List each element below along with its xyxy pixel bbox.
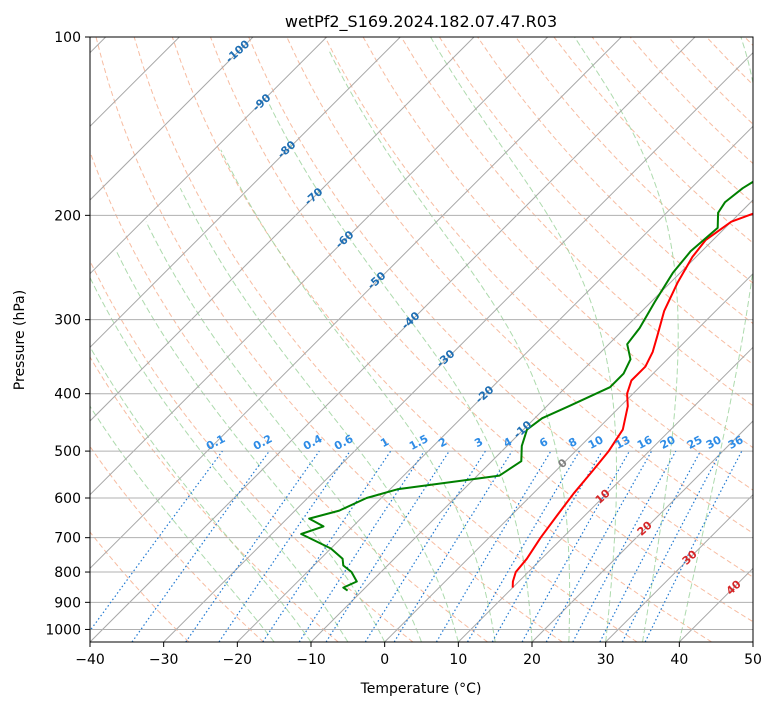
isotherm-line [90,37,475,422]
y-tick-label: 400 [54,387,81,403]
dewpoint-profile-line [300,180,753,592]
mixing-ratio-label: 16 [635,433,655,452]
mixing-ratio-line [644,450,743,642]
x-tick-label: 0 [380,652,389,668]
isotherm-line [752,641,753,642]
mixing-ratio-label: 36 [726,433,746,452]
isotherm-line [531,420,753,642]
dry-adiabat-line [90,150,488,642]
dry-adiabat-line [248,37,753,578]
dry-adiabat-line [90,531,190,642]
mixing-ratio-line [545,450,653,642]
x-tick-label: 20 [523,652,541,668]
moist-adiabat-line [90,405,275,642]
isotherm-line [90,37,401,349]
y-tick-label: 900 [54,595,81,611]
y-tick-label: 600 [54,491,81,507]
dry-adiabat-line [90,445,264,642]
isotherm-line [90,37,254,201]
y-axis: 100 200 300 400 500 600 700 800 900 1000 [45,30,90,638]
x-axis-title: Temperature (°C) [360,681,482,697]
moist-adiabat-line [678,37,753,642]
mixing-ratio-line [185,450,320,642]
series-layer [300,180,753,592]
chart-title: wetPf2_S169.2024.182.07.47.R03 [285,12,557,32]
mixing-ratio-line [521,450,631,642]
moist-adiabat-line [430,37,617,642]
y-tick-label: 700 [54,531,81,547]
moist-adiabat-line [90,277,349,642]
mixing-ratio-line [262,450,392,642]
moist-adiabat-line [574,37,679,642]
y-tick-label: 100 [54,30,81,46]
x-tick-label: 40 [670,652,688,668]
mixing-ratio-line [572,450,677,642]
mixing-ratio-line [131,450,270,642]
y-tick-label: 800 [54,565,81,581]
x-tick-label: 10 [449,652,467,668]
moist-adiabat-line [179,187,459,642]
isotherm-line [384,272,753,642]
x-tick-label: 30 [597,652,615,668]
dry-adiabat-line [95,37,563,642]
mixing-ratio-line [393,450,513,642]
moist-adiabat-line [115,251,386,642]
dry-adiabat-line [400,37,753,407]
isotherm-line [163,51,753,642]
isotherm-line [90,37,622,570]
dry-adiabat-line [438,37,753,366]
mixing-ratio-label: 25 [685,433,705,452]
mixing-ratio-line [325,450,450,642]
moist-adiabat-line [328,49,571,642]
x-tick-label: −20 [223,652,253,668]
dry-adiabat-line [210,37,753,623]
y-tick-label: 200 [54,208,81,224]
x-axis: −40 −30 −20 −10 0 10 20 30 40 50 [75,642,762,668]
isotherm-line [90,37,549,496]
dry-adiabat-line [324,37,753,491]
dry-adiabat-line [171,37,712,642]
isotherm-line [236,125,753,642]
isotherm-line [90,37,696,642]
plot-area [90,37,753,642]
moist-adiabat-line [268,104,533,642]
y-tick-label: 300 [54,313,81,329]
mixing-ratio-line [218,450,351,642]
isotherm-line [457,346,753,642]
dry-adiabat-line [133,37,638,642]
mixing-ratio-label: 30 [704,433,724,452]
mixing-ratio-line [298,450,425,642]
x-tick-label: 50 [744,652,762,668]
y-tick-label: 500 [54,444,81,460]
background-lines [90,37,753,642]
plot-frame [89,36,754,643]
x-tick-label: −30 [149,652,179,668]
mixing-ratio-label: 20 [658,433,678,452]
y-tick-label: 1000 [45,622,81,638]
x-tick-label: −10 [296,652,326,668]
mixing-ratio-label: 10 [586,433,606,452]
x-tick-label: −40 [75,652,105,668]
isotherm-line [90,37,328,275]
moist-adiabat-line [145,221,422,642]
isotherm-line [310,199,753,642]
dry-adiabat-line [90,356,339,642]
isotherm-line [605,493,753,642]
mixing-ratio-label: 13 [613,433,633,452]
y-axis-title: Pressure (hPa) [12,290,28,390]
mixing-ratio-line [90,450,223,632]
moist-adiabat-line [90,345,312,642]
temperature-profile-line [511,212,753,588]
dry-adiabat-line [515,37,753,284]
